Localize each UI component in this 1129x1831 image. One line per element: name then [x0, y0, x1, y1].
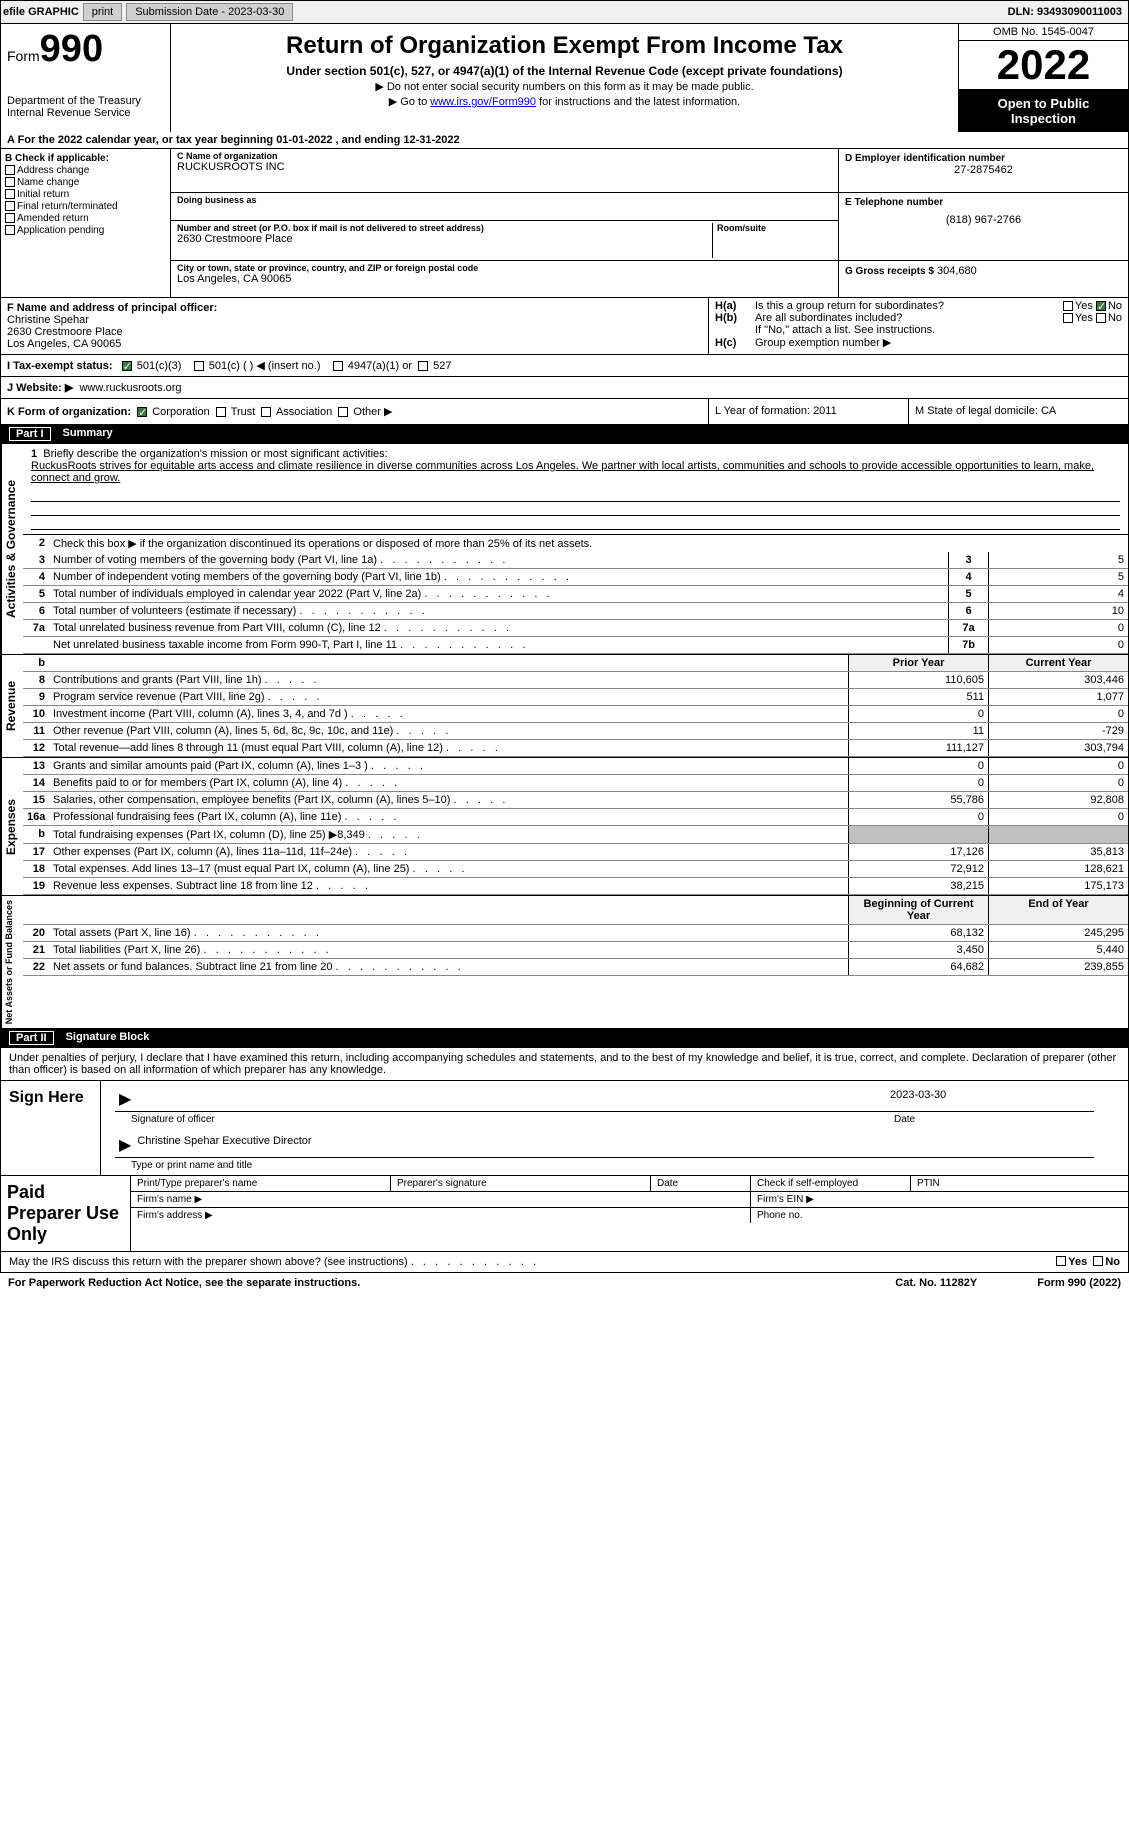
chk-initial-return[interactable]: Initial return [5, 189, 166, 200]
chk-name-change[interactable]: Name change [5, 177, 166, 188]
efile-label: efile GRAPHIC [3, 6, 79, 18]
paid-preparer-block: Paid Preparer Use Only Print/Type prepar… [0, 1176, 1129, 1252]
row-fgh: F Name and address of principal officer:… [0, 298, 1129, 355]
summary-row: 3Number of voting members of the governi… [23, 552, 1128, 569]
inspection-label: Open to Public Inspection [959, 90, 1128, 132]
form-note1: ▶ Do not enter social security numbers o… [179, 80, 950, 93]
summary-row: 5Total number of individuals employed in… [23, 586, 1128, 603]
irs-link[interactable]: www.irs.gov/Form990 [430, 96, 536, 108]
dept-treasury: Department of the Treasury [7, 95, 164, 107]
top-toolbar: efile GRAPHIC print Submission Date - 20… [0, 0, 1129, 24]
chk-discuss-no[interactable] [1093, 1256, 1103, 1266]
chk-501c3[interactable] [122, 361, 132, 371]
summary-row: 21Total liabilities (Part X, line 26)3,4… [23, 942, 1128, 959]
form-note2: ▶ Go to www.irs.gov/Form990 for instruct… [179, 95, 950, 108]
part1-governance: Activities & Governance 1 Briefly descri… [0, 444, 1129, 655]
header-mid: Return of Organization Exempt From Incom… [171, 24, 958, 132]
box-d: D Employer identification number 27-2875… [838, 149, 1128, 297]
summary-row: 11Other revenue (Part VIII, column (A), … [23, 723, 1128, 740]
tax-status-row: I Tax-exempt status: 501(c)(3) 501(c) ( … [0, 355, 1129, 377]
officer-addr1: 2630 Crestmoore Place [7, 326, 702, 338]
summary-row: 12Total revenue—add lines 8 through 11 (… [23, 740, 1128, 757]
summary-row: 14Benefits paid to or for members (Part … [23, 775, 1128, 792]
chk-trust[interactable] [216, 407, 226, 417]
irs-discuss-row: May the IRS discuss this return with the… [0, 1252, 1129, 1273]
chk-other[interactable] [338, 407, 348, 417]
form-title: Return of Organization Exempt From Incom… [179, 32, 950, 60]
omb-number: OMB No. 1545-0047 [959, 24, 1128, 41]
box-h: H(a) Is this a group return for subordin… [708, 298, 1128, 354]
gross-receipts: 304,680 [937, 265, 977, 277]
summary-row: 13Grants and similar amounts paid (Part … [23, 758, 1128, 775]
chk-association[interactable] [261, 407, 271, 417]
part2-header: Part II Signature Block [0, 1029, 1129, 1048]
form-left: Form990 Department of the Treasury Inter… [1, 24, 171, 132]
officer-name: Christine Spehar [7, 314, 702, 326]
officer-addr2: Los Angeles, CA 90065 [7, 338, 702, 350]
website-row: J Website: ▶ www.ruckusroots.org [0, 377, 1129, 399]
summary-row: 15Salaries, other compensation, employee… [23, 792, 1128, 809]
chk-address-change[interactable]: Address change [5, 165, 166, 176]
submission-button[interactable]: Submission Date - 2023-03-30 [126, 3, 293, 21]
tax-year: 2022 [959, 41, 1128, 90]
summary-row: 18Total expenses. Add lines 13–17 (must … [23, 861, 1128, 878]
summary-row: Net unrelated business taxable income fr… [23, 637, 1128, 654]
part1-expenses: Expenses 13Grants and similar amounts pa… [0, 758, 1129, 896]
form-number: 990 [40, 28, 103, 70]
summary-row: 16aProfessional fundraising fees (Part I… [23, 809, 1128, 826]
mission-block: 1 Briefly describe the organization's mi… [23, 444, 1128, 535]
mission-text: RuckusRoots strives for equitable arts a… [31, 460, 1094, 484]
box-b-checkboxes: B Check if applicable: Address change Na… [1, 149, 171, 297]
org-city: Los Angeles, CA 90065 [177, 273, 832, 285]
chk-527[interactable] [418, 361, 428, 371]
summary-row: 10Investment income (Part VIII, column (… [23, 706, 1128, 723]
telephone: (818) 967-2766 [845, 214, 1122, 226]
summary-row: bTotal fundraising expenses (Part IX, co… [23, 826, 1128, 844]
org-name: RUCKUSROOTS INC [177, 161, 832, 173]
website-url: www.ruckusroots.org [79, 382, 181, 394]
summary-row: 19Revenue less expenses. Subtract line 1… [23, 878, 1128, 895]
summary-row: 9Program service revenue (Part VIII, lin… [23, 689, 1128, 706]
declaration: Under penalties of perjury, I declare th… [0, 1048, 1129, 1081]
page-footer: For Paperwork Reduction Act Notice, see … [0, 1273, 1129, 1293]
summary-row: 20Total assets (Part X, line 16)68,13224… [23, 925, 1128, 942]
klm-row: K Form of organization: Corporation Trus… [0, 399, 1129, 425]
form-word: Form [7, 48, 40, 64]
chk-corporation[interactable] [137, 407, 147, 417]
sig-date: 2023-03-30 [890, 1089, 1090, 1109]
summary-row: 22Net assets or fund balances. Subtract … [23, 959, 1128, 976]
sign-here-block: Sign Here ▶ 2023-03-30 Signature of offi… [0, 1081, 1129, 1176]
chk-501c[interactable] [194, 361, 204, 371]
chk-amended-return[interactable]: Amended return [5, 213, 166, 224]
chk-discuss-yes[interactable] [1056, 1256, 1066, 1266]
summary-row: 8Contributions and grants (Part VIII, li… [23, 672, 1128, 689]
sig-name-title: Christine Spehar Executive Director [137, 1135, 311, 1155]
part1-header: Part I Summary [0, 425, 1129, 444]
chk-final-return[interactable]: Final return/terminated [5, 201, 166, 212]
box-c: C Name of organization RUCKUSROOTS INC D… [171, 149, 838, 297]
org-street: 2630 Crestmoore Place [177, 233, 712, 245]
summary-row: 6Total number of volunteers (estimate if… [23, 603, 1128, 620]
line-a: A For the 2022 calendar year, or tax yea… [0, 132, 1129, 149]
year-formation: 2011 [813, 405, 837, 417]
dln-label: DLN: 93493090011003 [1008, 6, 1122, 18]
header-right: OMB No. 1545-0047 2022 Open to Public In… [958, 24, 1128, 132]
form-header: Form990 Department of the Treasury Inter… [0, 24, 1129, 132]
summary-row: 4Number of independent voting members of… [23, 569, 1128, 586]
summary-row: 7aTotal unrelated business revenue from … [23, 620, 1128, 637]
state-domicile: CA [1041, 405, 1056, 417]
chk-application-pending[interactable]: Application pending [5, 225, 166, 236]
entity-block: B Check if applicable: Address change Na… [0, 149, 1129, 298]
print-button[interactable]: print [83, 3, 122, 21]
chk-4947[interactable] [333, 361, 343, 371]
part1-revenue: Revenue b Prior Year Current Year 8Contr… [0, 655, 1129, 758]
form-subtitle: Under section 501(c), 527, or 4947(a)(1)… [179, 64, 950, 78]
ein: 27-2875462 [845, 164, 1122, 176]
part1-netassets: Net Assets or Fund Balances Beginning of… [0, 896, 1129, 1029]
irs-label: Internal Revenue Service [7, 107, 164, 119]
summary-row: 17Other expenses (Part IX, column (A), l… [23, 844, 1128, 861]
